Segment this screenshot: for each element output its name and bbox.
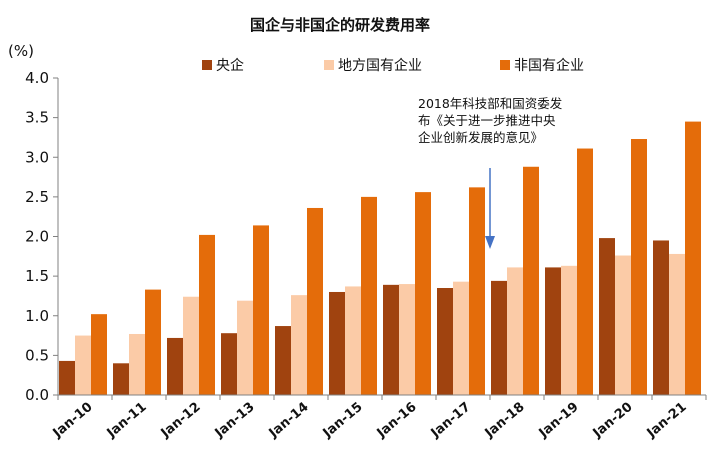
bar-series-0-Jan-15 [329,291,345,395]
bar-series-2-Jan-16 [415,192,431,395]
legend-label-central-soe: 央企 [216,57,244,74]
x-tick-label: Jan-15 [320,400,366,442]
y-tick-label: 4.0 [25,69,49,87]
y-tick-label: 1.5 [25,267,49,285]
chart-title: 国企与非国企的研发费用率 [250,16,430,34]
x-tick-label: Jan-14 [266,400,312,442]
bar-series-0-Jan-10 [59,360,75,395]
legend-label-local-soe: 地方国有企业 [338,57,422,74]
bar-series-0-Jan-17 [437,288,453,395]
bar-series-2-Jan-11 [145,289,161,395]
bar-series-2-Jan-18 [523,166,539,395]
bar-series-2-Jan-15 [361,196,377,396]
annotation: 2018年科技部和国资委发 布《关于进一步推进中央 企业创新发展的意见》 [418,96,563,249]
y-axis: 0.0 0.5 1.0 1.5 2.0 2.5 3.0 3.5 4.0 [25,69,59,404]
legend-label-non-soe: 非国有企业 [514,57,584,74]
y-tick-label: 3.0 [25,148,49,166]
bar-series-1-Jan-19 [561,265,577,395]
bar-series-2-Jan-14 [307,207,323,395]
bar-series-1-Jan-13 [237,300,253,395]
x-tick-label: Jan-11 [104,400,150,442]
x-tick-label: Jan-12 [158,400,204,442]
bar-series-1-Jan-16 [399,284,415,395]
x-tick-label: Jan-21 [644,400,690,442]
bar-series-2-Jan-19 [577,148,593,395]
x-tick-label: Jan-16 [374,400,420,442]
bar-series-2-Jan-13 [253,225,269,395]
x-tick-label: Jan-17 [428,400,474,442]
bars [59,121,701,396]
bar-series-2-Jan-21 [685,121,701,395]
bar-series-1-Jan-15 [345,286,361,395]
bar-series-1-Jan-17 [453,281,469,395]
legend-swatch-central-soe [202,60,212,70]
annotation-arrow-head [485,236,495,249]
bar-series-0-Jan-20 [599,238,615,395]
bar-series-1-Jan-18 [507,267,523,395]
annotation-line-1: 2018年科技部和国资委发 [418,96,563,111]
y-axis-unit-label: (%) [8,42,34,60]
x-tick-label: Jan-19 [536,400,582,442]
legend-swatch-local-soe [324,60,334,70]
bar-series-1-Jan-12 [183,296,199,395]
legend-swatch-non-soe [500,60,510,70]
x-tick-label: Jan-13 [212,400,258,442]
bar-series-0-Jan-21 [653,240,669,395]
bar-series-1-Jan-10 [75,335,91,395]
x-tick-label: Jan-10 [50,400,96,442]
bar-series-2-Jan-12 [199,234,215,395]
bar-series-2-Jan-10 [91,314,107,395]
bar-series-0-Jan-11 [113,363,129,395]
annotation-line-3: 企业创新发展的意见》 [418,130,543,145]
y-tick-label: 1.0 [25,307,49,325]
bar-series-2-Jan-20 [631,139,647,395]
x-tick-label: Jan-18 [482,400,528,442]
bar-series-0-Jan-14 [275,326,291,395]
bar-series-1-Jan-14 [291,295,307,395]
bar-series-0-Jan-12 [167,337,183,395]
bar-series-2-Jan-17 [469,187,485,395]
y-tick-label: 3.5 [25,109,49,127]
y-tick-label: 0.5 [25,346,49,364]
y-tick-label: 2.5 [25,188,49,206]
legend: 央企 地方国有企业 非国有企业 [202,57,584,74]
bar-series-0-Jan-18 [491,280,507,395]
bar-series-1-Jan-11 [129,333,145,395]
bar-series-0-Jan-16 [383,284,399,395]
x-axis: Jan-10 Jan-11 Jan-12 Jan-13 Jan-14 Jan-15 Jan-… [50,394,707,442]
annotation-line-2: 布《关于进一步推进中央 [418,113,556,128]
bar-series-1-Jan-21 [669,253,685,395]
bar-series-0-Jan-19 [545,267,561,395]
bar-series-0-Jan-13 [221,333,237,395]
x-tick-label: Jan-20 [590,400,636,442]
y-tick-label: 0.0 [25,386,49,404]
bar-series-1-Jan-20 [615,255,631,395]
y-tick-label: 2.0 [25,228,49,246]
